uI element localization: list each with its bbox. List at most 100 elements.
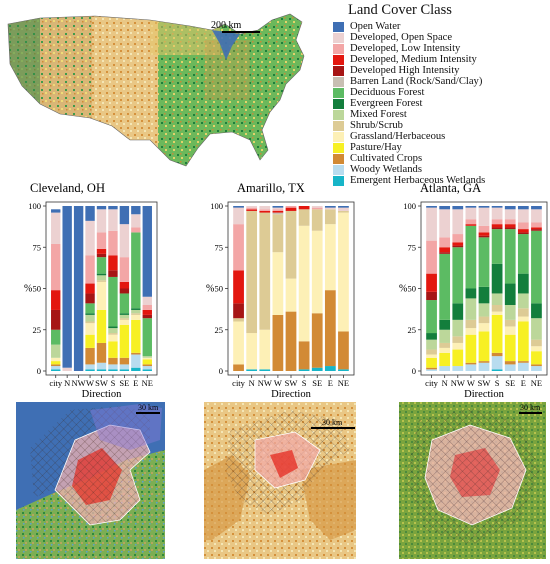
bar-segment xyxy=(491,314,503,353)
bar-segment xyxy=(85,293,95,304)
bar-segment xyxy=(478,323,490,332)
bar-segment xyxy=(51,290,61,310)
bar-segment xyxy=(85,347,95,365)
bar-segment xyxy=(491,207,503,220)
legend-label: Shrub/Scrub xyxy=(350,120,403,131)
y-tick-label: 25 xyxy=(215,325,224,335)
bar-segment xyxy=(285,207,297,211)
bar-segment xyxy=(246,209,258,211)
bar-segment xyxy=(504,326,516,335)
x-tick-label: N xyxy=(249,378,255,388)
bar-segment xyxy=(491,227,503,230)
bar-segment xyxy=(142,357,152,360)
bar-segment xyxy=(233,206,244,208)
bar-segment xyxy=(62,367,72,371)
bar-segment xyxy=(311,209,323,231)
x-tick-label: NE xyxy=(531,378,542,388)
bar-segment xyxy=(478,206,490,208)
bar-segment xyxy=(96,232,107,249)
bar-segment xyxy=(108,230,118,256)
x-tick-label: NE xyxy=(142,378,153,388)
y-tick-label: 50 xyxy=(33,284,42,294)
bar-segment xyxy=(517,293,529,309)
bar-segment xyxy=(531,351,542,365)
bar-segment xyxy=(108,333,118,335)
bar-segment xyxy=(426,349,437,355)
bar-segment xyxy=(452,247,464,304)
bar-segment xyxy=(531,229,542,231)
legend-label: Mixed Forest xyxy=(350,109,407,120)
bar-segment xyxy=(246,206,258,208)
bar-segment xyxy=(119,318,130,320)
bar-segment xyxy=(272,210,284,213)
bar-segment xyxy=(142,366,152,370)
chart-1: Amarillo, TX 0 25 50 75 100% city N NW W SW S SE E NE D… xyxy=(206,181,355,400)
bar-segment xyxy=(452,366,464,371)
bar-segment xyxy=(119,281,130,289)
bar-segment xyxy=(517,321,529,362)
legend-label: Developed, Low Intensity xyxy=(350,43,461,54)
bar-segment xyxy=(439,347,451,353)
bar-segment xyxy=(324,224,336,291)
bar-segment xyxy=(51,212,61,244)
x-tick-label: S xyxy=(111,378,116,388)
bar-segment xyxy=(73,206,84,371)
legend-item: Shrub/Scrub xyxy=(333,120,548,131)
legend-swatch xyxy=(333,131,344,142)
bar-segment xyxy=(478,361,490,363)
y-tick-label: 100 xyxy=(403,201,416,211)
bar-segment xyxy=(62,206,72,368)
y-axis-label: % xyxy=(399,284,407,295)
bar-segment xyxy=(491,263,503,294)
legend-swatch xyxy=(333,76,344,87)
bar-segment xyxy=(119,206,130,225)
bar-segment xyxy=(517,234,529,274)
bar-segment xyxy=(51,243,61,291)
bar-segment xyxy=(439,329,451,343)
bar-segment xyxy=(439,237,451,248)
bar-segment xyxy=(531,206,542,210)
bar-segment xyxy=(439,206,451,210)
bar-segment xyxy=(51,364,61,367)
bar-segment xyxy=(491,229,503,264)
bar-segment xyxy=(338,206,349,208)
cleveland-map: 30 km xyxy=(16,402,165,559)
bar-segment xyxy=(119,364,130,370)
bar-segment xyxy=(517,222,529,230)
bar-segment xyxy=(338,331,349,370)
land-cover-legend: Land Cover Class Open Water Developed, Op… xyxy=(333,2,548,186)
bar-segment xyxy=(311,367,323,371)
bar-segment xyxy=(233,207,244,225)
bar-segment xyxy=(108,209,118,231)
bar-segment xyxy=(131,308,141,310)
bar-segment xyxy=(478,207,490,226)
y-tick-label: 75 xyxy=(33,242,42,252)
legend-label: Developed, Medium Intensity xyxy=(350,54,477,65)
bar-segment xyxy=(51,369,61,371)
bar-segment xyxy=(85,313,95,315)
legend-item: Developed, Medium Intensity xyxy=(333,54,548,65)
legend-swatch xyxy=(333,54,344,65)
bar-segment xyxy=(119,257,130,282)
bar-segment xyxy=(504,206,516,210)
bar-segment xyxy=(465,364,477,371)
bar-segment xyxy=(131,227,141,233)
bar-segment xyxy=(439,366,451,371)
bar-segment xyxy=(246,369,258,371)
bar-segment xyxy=(338,369,349,371)
bar-segment xyxy=(465,224,477,226)
bar-segment xyxy=(452,349,464,367)
bar-segment xyxy=(272,314,284,371)
amarillo-scale-label: 30 km xyxy=(322,418,343,427)
bar-segment xyxy=(465,206,477,208)
y-tick-label: 0 xyxy=(37,366,41,376)
y-tick-label: 0 xyxy=(412,366,416,376)
bar-segment xyxy=(96,309,107,343)
bar-segment xyxy=(465,288,477,299)
bar-segment xyxy=(426,273,437,292)
bar-segment xyxy=(426,369,437,371)
bar-segment xyxy=(504,283,516,305)
bar-segment xyxy=(517,361,529,363)
bar-segment xyxy=(85,206,95,221)
legend-item: Mixed Forest xyxy=(333,109,548,120)
